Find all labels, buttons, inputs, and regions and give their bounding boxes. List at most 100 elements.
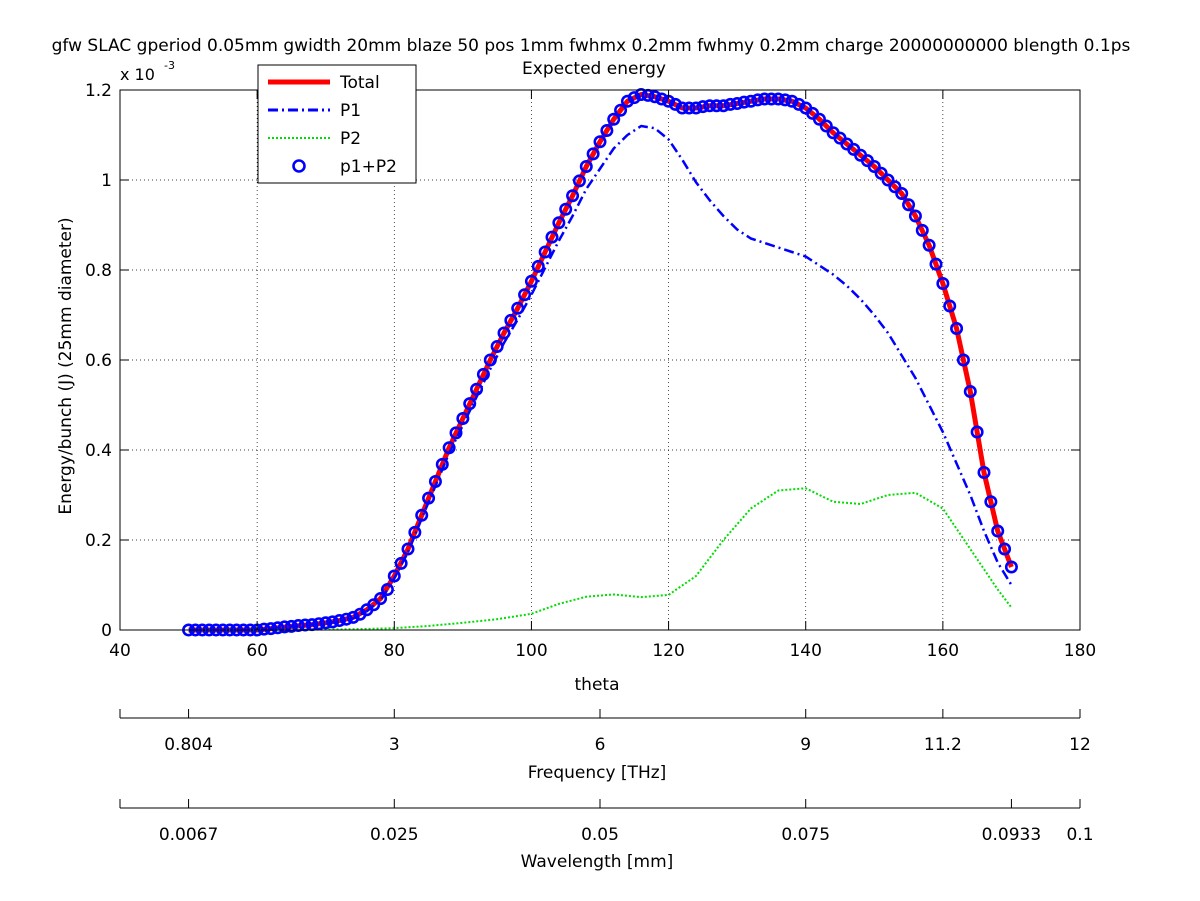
chart-subtitle: Expected energy — [522, 59, 666, 79]
data-point-p1-p2 — [744, 94, 758, 108]
x-tick-label: 80 — [383, 641, 405, 661]
data-point-p1-p2 — [627, 91, 641, 105]
data-point-p1-p2 — [271, 621, 285, 635]
data-point-p1-p2 — [600, 124, 614, 138]
y-tick-label: 0.2 — [85, 531, 112, 551]
data-point-p1-p2 — [922, 238, 936, 252]
data-point-p1-p2 — [531, 259, 545, 273]
data-point-p1-p2 — [668, 97, 682, 111]
data-point-p1-p2 — [710, 99, 724, 113]
data-point-p1-p2 — [881, 173, 895, 187]
y-tick-label: 1 — [101, 171, 112, 191]
x-tick-label: 100 — [515, 641, 547, 661]
data-point-p1-p2 — [977, 465, 991, 479]
data-point-p1-p2 — [874, 166, 888, 180]
data-point-p1-p2 — [312, 617, 326, 631]
series-layer — [182, 88, 1018, 637]
secondary-tick-label: 6 — [595, 735, 606, 755]
data-point-p1-p2 — [936, 276, 950, 290]
data-point-p1-p2 — [758, 92, 772, 106]
data-point-p1-p2 — [552, 216, 566, 230]
data-point-p1-p2 — [566, 189, 580, 203]
data-point-p1-p2 — [332, 614, 346, 628]
data-point-p1-p2 — [579, 160, 593, 174]
data-point-p1-p2 — [401, 542, 415, 556]
secondary-tick-label: 0.0067 — [159, 825, 218, 845]
data-point-p1-p2 — [291, 618, 305, 632]
data-point-p1-p2 — [716, 99, 730, 113]
data-point-p1-p2 — [730, 97, 744, 111]
data-point-p1-p2 — [572, 174, 586, 188]
data-point-p1-p2 — [792, 97, 806, 111]
series-line-p2 — [188, 487, 1013, 631]
data-point-p1-p2 — [435, 457, 449, 471]
data-point-p1-p2 — [908, 209, 922, 223]
data-point-p1-p2 — [648, 90, 662, 104]
data-point-p1-p2 — [785, 94, 799, 108]
data-point-p1-p2 — [895, 187, 909, 201]
data-point-p1-p2 — [415, 508, 429, 522]
wavelength-axis: Wavelength [mm] 0.0067 0.025 0.05 0.075 0.09… — [119, 799, 1094, 872]
data-point-p1-p2 — [408, 525, 422, 539]
y-tick-label: 0 — [101, 621, 112, 641]
secondary-tick-label: 0.075 — [781, 825, 830, 845]
data-point-p1-p2 — [497, 326, 511, 340]
data-point-p1-p2 — [346, 610, 360, 624]
data-point-p1-p2 — [751, 93, 765, 107]
data-point-p1-p2 — [470, 382, 484, 396]
data-point-p1-p2 — [943, 299, 957, 313]
frequency-axis-label: Frequency [THz] — [528, 763, 667, 783]
data-point-p1-p2 — [963, 384, 977, 398]
y-multiplier-exponent: -3 — [164, 59, 175, 72]
data-point-p1-p2 — [387, 569, 401, 583]
axis-ticks: 40 60 80 100 120 140 160 180 0 0.2 0.4 0.6 0.8 1 1.2 — [85, 81, 1096, 661]
data-point-p1-p2 — [593, 135, 607, 149]
data-point-p1-p2 — [504, 313, 518, 327]
legend-swatch-p1p2 — [292, 159, 306, 173]
data-point-p1-p2 — [915, 223, 929, 237]
data-point-p1-p2 — [374, 591, 388, 605]
data-point-p1-p2 — [689, 101, 703, 115]
chart-title: gfw SLAC gperiod 0.05mm gwidth 20mm blaz… — [52, 36, 1131, 56]
secondary-tick-label: 3 — [389, 735, 400, 755]
data-point-p1-p2 — [984, 495, 998, 509]
data-point-p1-p2 — [1004, 560, 1018, 574]
data-point-p1-p2 — [339, 612, 353, 626]
legend-label-p1p2: p1+P2 — [340, 157, 397, 177]
y-tick-label: 0.4 — [85, 441, 112, 461]
data-point-p1-p2 — [950, 321, 964, 335]
data-point-p1-p2 — [278, 620, 292, 634]
data-point-p1-p2 — [422, 491, 436, 505]
data-point-p1-p2 — [524, 274, 538, 288]
data-point-p1-p2 — [764, 92, 778, 106]
data-point-p1-p2 — [867, 160, 881, 174]
x-tick-label: 40 — [109, 641, 131, 661]
data-point-p1-p2 — [264, 622, 278, 636]
data-point-p1-p2 — [956, 353, 970, 367]
data-point-p1-p2 — [442, 441, 456, 455]
data-point-p1-p2 — [998, 542, 1012, 556]
data-point-p1-p2 — [449, 426, 463, 440]
data-point-p1-p2 — [483, 353, 497, 367]
y-tick-label: 1.2 — [85, 81, 112, 101]
data-point-p1-p2 — [394, 556, 408, 570]
data-point-p1-p2 — [511, 301, 525, 315]
data-point-p1-p2 — [778, 93, 792, 107]
data-point-p1-p2 — [888, 180, 902, 194]
data-point-p1-p2 — [545, 230, 559, 244]
x-tick-label: 140 — [789, 641, 821, 661]
plot-area: 40 60 80 100 120 140 160 180 0 0.2 0.4 0.6 0.8 1 1.2 — [85, 81, 1096, 661]
x-tick-label: 120 — [652, 641, 684, 661]
data-point-p1-p2 — [538, 245, 552, 259]
data-point-p1-p2 — [991, 524, 1005, 538]
data-point-p1-p2 — [902, 198, 916, 212]
y-tick-label: 0.6 — [85, 351, 112, 371]
data-point-p1-p2 — [490, 339, 504, 353]
data-point-p1-p2 — [737, 95, 751, 109]
data-point-p1-p2 — [367, 598, 381, 612]
data-point-p1-p2 — [559, 202, 573, 216]
data-point-p1-p2 — [586, 147, 600, 161]
legend-label-p1: P1 — [340, 101, 361, 121]
secondary-tick-label: 11.2 — [924, 735, 962, 755]
